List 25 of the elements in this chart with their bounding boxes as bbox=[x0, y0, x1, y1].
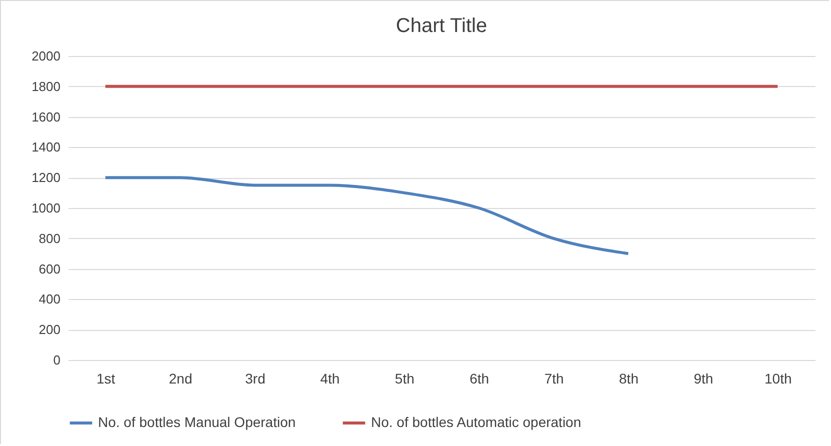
chart-title: Chart Title bbox=[396, 15, 488, 37]
x-tick-label: 3rd bbox=[245, 370, 266, 386]
y-tick-label: 0 bbox=[53, 352, 60, 368]
y-tick-label: 400 bbox=[38, 292, 60, 307]
x-tick-label: 1st bbox=[96, 370, 116, 386]
y-tick-label: 1200 bbox=[32, 170, 60, 186]
y-tick-label: 1400 bbox=[32, 140, 60, 155]
y-tick-label: 600 bbox=[38, 261, 60, 276]
y-tick-label: 2000 bbox=[32, 48, 60, 64]
x-tick-label: 10th bbox=[764, 370, 792, 386]
x-tick-label: 8th bbox=[619, 370, 638, 386]
y-tick-label: 1600 bbox=[32, 109, 60, 124]
line-series bbox=[104, 176, 630, 256]
x-tick-label: 5th bbox=[394, 370, 414, 386]
y-tick-label: 800 bbox=[38, 230, 60, 246]
x-tick-label: 7th bbox=[544, 370, 564, 386]
x-tick-label: 6th bbox=[470, 370, 490, 386]
legend-label: No. of bottles Manual Operation bbox=[98, 414, 296, 430]
y-tick-label: 1000 bbox=[32, 200, 60, 216]
x-tick-label: 9th bbox=[694, 370, 714, 386]
y-tick-label: 200 bbox=[38, 322, 60, 338]
y-tick-label: 1800 bbox=[32, 78, 60, 94]
legend-label: No. of bottles Automatic operation bbox=[371, 414, 582, 430]
x-tick-label: 4th bbox=[320, 370, 340, 386]
x-tick-label: 2nd bbox=[168, 370, 192, 386]
